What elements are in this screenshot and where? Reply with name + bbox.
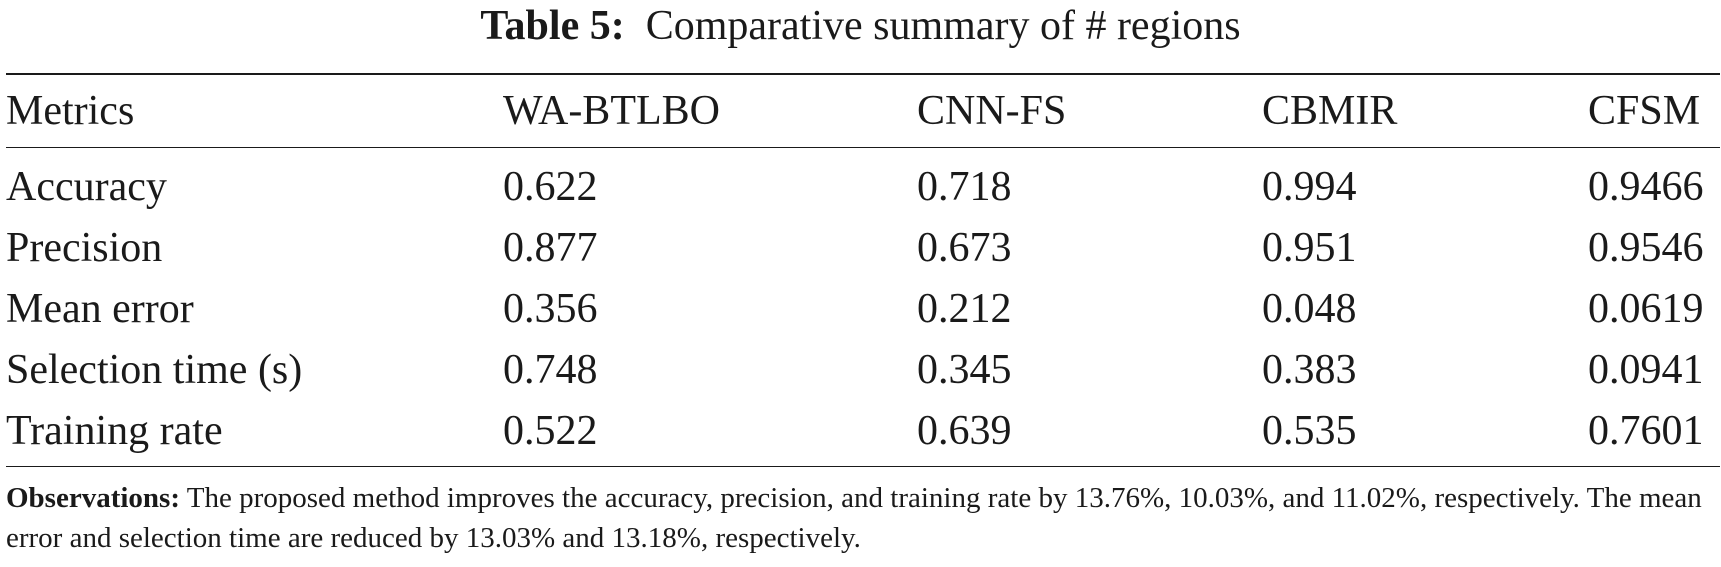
row-label: Selection time (s)	[6, 346, 303, 393]
row-label: Accuracy	[6, 163, 167, 210]
table-cell: 0.356	[503, 285, 598, 332]
table-cell: 0.383	[1262, 346, 1357, 393]
row-label: Precision	[6, 224, 163, 271]
table-cell: 0.718	[917, 163, 1012, 210]
table-top-rule	[6, 73, 1720, 75]
table-cell: 0.048	[1262, 285, 1357, 332]
row-label: Training rate	[6, 407, 223, 454]
header-wa-btlbo: WA-BTLBO	[503, 88, 720, 134]
header-cfsm: CFSM	[1588, 88, 1701, 134]
comparison-table: Metrics WA-BTLBO CNN-FS CBMIR CFSM Accur…	[6, 76, 1720, 461]
header-cnn-fs: CNN-FS	[917, 88, 1067, 134]
table-cell: 0.212	[917, 285, 1012, 332]
row-label: Mean error	[6, 285, 194, 332]
table-caption-label: Table 5:	[480, 3, 625, 49]
table-row: Precision 0.877 0.673 0.951 0.9546	[6, 217, 1720, 278]
notes-label: Observations:	[6, 482, 180, 514]
table-header-rule	[6, 147, 1720, 148]
table-cell: 0.522	[503, 407, 598, 454]
header-cbmir: CBMIR	[1262, 88, 1398, 134]
table-notes: Observations: The proposed method improv…	[6, 478, 1720, 558]
table-cell: 0.9466	[1588, 163, 1704, 210]
table-cell: 0.622	[503, 163, 598, 210]
table-row: Selection time (s) 0.748 0.345 0.383 0.0…	[6, 339, 1720, 400]
table-row: Accuracy 0.622 0.718 0.994 0.9466	[6, 146, 1720, 217]
table-row: Training rate 0.522 0.639 0.535 0.7601	[6, 400, 1720, 461]
table-cell: 0.0941	[1588, 346, 1704, 393]
table-row: Mean error 0.356 0.212 0.048 0.0619	[6, 278, 1720, 339]
table-cell: 0.7601	[1588, 407, 1704, 454]
table-cell: 0.951	[1262, 224, 1357, 271]
table-cell: 0.748	[503, 346, 598, 393]
table-cell: 0.994	[1262, 163, 1357, 210]
table-cell: 0.673	[917, 224, 1012, 271]
table-caption-text: Comparative summary of # regions	[645, 3, 1241, 49]
header-metrics: Metrics	[6, 88, 135, 134]
table-cell: 0.535	[1262, 407, 1357, 454]
table-cell: 0.0619	[1588, 285, 1704, 332]
table-bottom-rule	[6, 466, 1720, 467]
table-cell: 0.877	[503, 224, 598, 271]
table-header-row: Metrics WA-BTLBO CNN-FS CBMIR CFSM	[6, 76, 1720, 146]
table-cell: 0.9546	[1588, 224, 1704, 271]
table-caption: Table 5: Comparative summary of # region…	[0, 2, 1721, 50]
table-cell: 0.639	[917, 407, 1012, 454]
table-cell: 0.345	[917, 346, 1012, 393]
notes-text: The proposed method improves the accurac…	[6, 482, 1702, 554]
